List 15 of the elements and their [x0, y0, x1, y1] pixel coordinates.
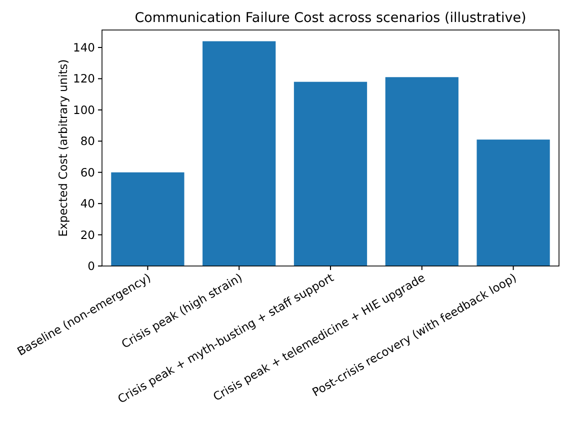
y-tick-label: 100	[73, 102, 95, 117]
y-axis-title: Expected Cost (arbitrary units)	[56, 59, 70, 237]
bar	[111, 172, 184, 266]
y-tick-label: 60	[80, 165, 95, 180]
bar	[385, 77, 458, 266]
y-tick-label: 140	[73, 40, 95, 55]
bar	[202, 41, 276, 266]
y-tick-label: 80	[80, 134, 95, 148]
y-tick-label: 40	[80, 196, 95, 211]
bar	[476, 140, 550, 266]
chart-title: Communication Failure Cost across scenarios (illustrative)	[134, 10, 526, 26]
bar	[294, 82, 368, 266]
y-tick-label: 0	[88, 259, 95, 274]
y-tick-label: 120	[73, 72, 95, 86]
y-tick-label: 20	[80, 228, 95, 242]
